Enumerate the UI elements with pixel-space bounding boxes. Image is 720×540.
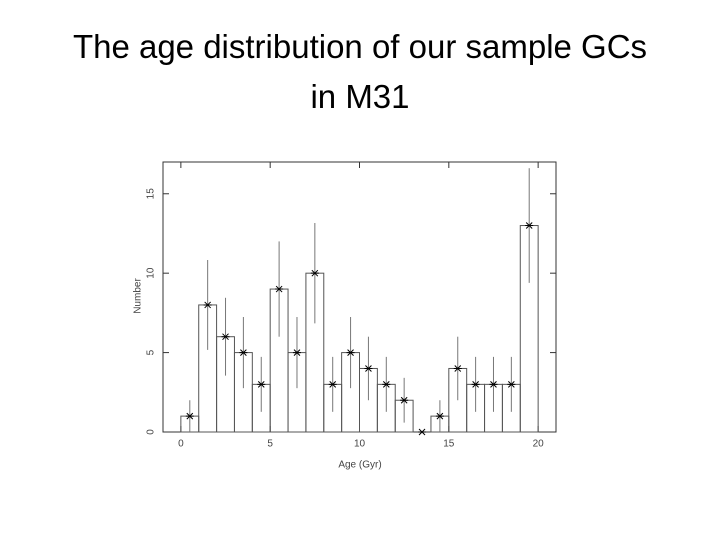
marker	[275, 285, 284, 293]
y-tick-label: 5	[146, 349, 157, 355]
marker	[292, 349, 301, 356]
marker	[382, 380, 391, 388]
y-axis-label: Number	[133, 278, 144, 314]
marker	[221, 333, 230, 341]
marker	[418, 428, 427, 436]
marker	[203, 301, 212, 309]
x-tick-label: 15	[443, 439, 455, 450]
marker	[257, 380, 266, 388]
x-tick-label: 0	[178, 439, 184, 450]
marker	[239, 349, 248, 356]
marker	[489, 380, 498, 388]
slide-title: The age distribution of our sample GCs i…	[72, 28, 648, 115]
marker	[435, 412, 444, 420]
marker	[185, 412, 194, 420]
x-tick-label: 5	[267, 439, 273, 450]
marker	[471, 380, 480, 388]
marker	[346, 349, 355, 356]
marker	[453, 365, 462, 372]
x-tick-label: 20	[533, 439, 545, 450]
marker	[507, 380, 516, 388]
y-tick-label: 15	[146, 188, 157, 200]
y-tick-label: 10	[146, 267, 157, 279]
marker	[364, 365, 373, 372]
marker	[328, 380, 337, 388]
marker	[310, 269, 319, 277]
y-tick-label: 0	[146, 429, 157, 435]
x-axis-label: Age (Gyr)	[338, 460, 381, 471]
x-tick-label: 10	[354, 439, 366, 450]
marker	[400, 396, 409, 404]
marker	[525, 222, 534, 229]
